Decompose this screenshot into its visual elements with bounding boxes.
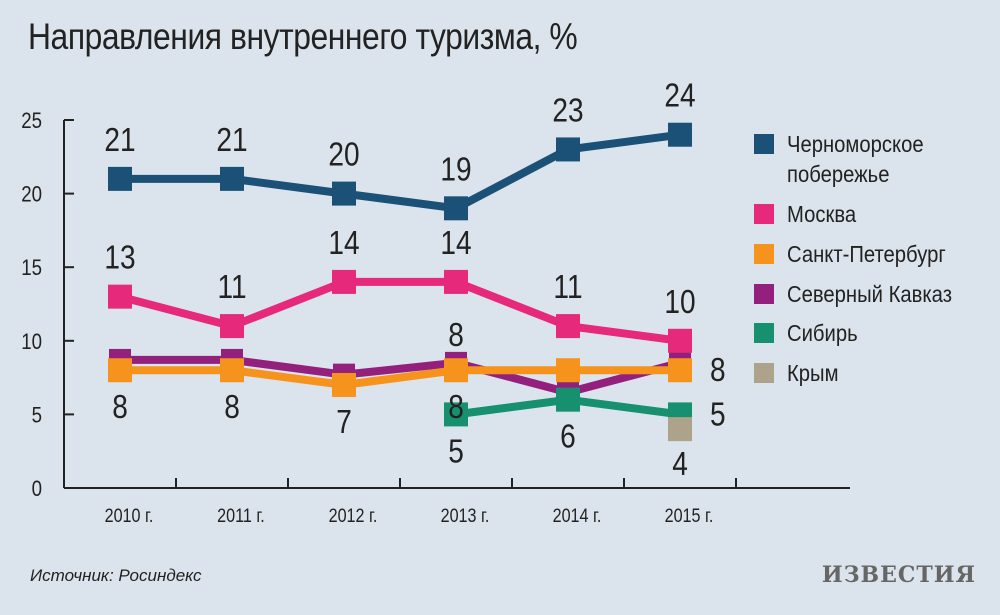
data-point: [220, 166, 244, 191]
data-point: [108, 284, 132, 309]
x-tick-label: 2013 г.: [441, 505, 490, 527]
series-line: [118, 277, 681, 345]
y-tick-label: 5: [32, 404, 42, 428]
series-line: [120, 130, 681, 213]
series-line: [120, 355, 682, 397]
data-point: [668, 358, 692, 383]
data-label: 8: [448, 317, 464, 354]
data-point: [444, 358, 468, 383]
legend: Черноморское побережье Москва Санкт-Петерб…: [754, 130, 994, 399]
legend-item: Черноморское побережье: [754, 130, 994, 190]
data-point: [668, 122, 692, 147]
data-label: 21: [216, 122, 247, 159]
legend-label: Северный Кавказ: [787, 280, 952, 307]
data-label: 6: [560, 419, 576, 456]
data-label: 11: [553, 269, 582, 306]
series-line: [120, 366, 680, 389]
data-label: 23: [552, 92, 583, 129]
y-tick-label: 15: [21, 257, 42, 281]
data-point: [556, 314, 580, 339]
data-label: 14: [440, 225, 471, 262]
data-label: 8: [448, 389, 464, 426]
legend-swatch: [754, 363, 774, 384]
data-label: 11: [217, 269, 246, 306]
data-label: 8: [224, 389, 240, 426]
legend-label: Санкт-Петербург: [787, 240, 946, 267]
data-point: [556, 387, 580, 412]
legend-item: Санкт-Петербург: [754, 240, 994, 270]
data-label: 24: [664, 78, 695, 115]
legend-label: Крым: [787, 360, 839, 387]
source-note: Источник: Росиндекс: [30, 566, 202, 585]
chart-title: Направления внутреннего туризма, %: [28, 16, 578, 57]
legend-swatch: [754, 243, 774, 264]
data-point: [556, 358, 580, 383]
data-label: 5: [710, 396, 726, 433]
y-tick-label: 25: [21, 110, 42, 134]
data-point: [108, 166, 132, 191]
legend-swatch: [754, 134, 774, 154]
data-point: [332, 372, 356, 397]
data-label: 8: [112, 389, 128, 426]
data-label: 5: [448, 433, 464, 470]
data-point: [444, 269, 468, 294]
legend-swatch: [754, 283, 774, 304]
x-tick-label: 2014 г.: [553, 505, 602, 527]
data-point: [556, 137, 580, 162]
data-label: 14: [328, 225, 359, 262]
data-point: [668, 417, 692, 442]
data-point: [108, 358, 132, 383]
y-tick-label: 0: [32, 478, 42, 502]
y-tick-label: 20: [21, 183, 42, 207]
legend-item: Крым: [754, 359, 994, 389]
legend-label: Черноморское побережье: [787, 131, 924, 187]
data-label: 20: [328, 137, 359, 174]
data-point: [220, 358, 244, 383]
data-point: [220, 314, 244, 339]
data-point: [668, 328, 692, 353]
data-label: 21: [104, 122, 135, 159]
y-tick-label: 10: [21, 330, 42, 354]
data-label: 4: [672, 446, 688, 483]
data-label: 19: [440, 151, 471, 188]
x-tick-label: 2015 г.: [665, 505, 714, 527]
legend-swatch: [754, 203, 774, 224]
data-point: [332, 269, 356, 294]
x-tick-label: 2010 г.: [105, 505, 154, 527]
publisher-logo: ИЗВЕСТИЯ: [821, 562, 976, 588]
data-point: [444, 402, 468, 427]
legend-label: Москва: [787, 200, 857, 227]
x-tick-label: 2012 г.: [329, 505, 378, 527]
legend-item: Москва: [754, 200, 994, 230]
data-label: 7: [336, 404, 352, 441]
data-point: [332, 181, 356, 206]
legend-label: Сибирь: [787, 320, 858, 347]
legend-item: Северный Кавказ: [754, 280, 994, 310]
data-point: [444, 196, 468, 221]
x-tick-label: 2011 г.: [217, 505, 265, 527]
data-label: 10: [664, 284, 695, 321]
data-label: 8: [710, 352, 726, 389]
legend-swatch: [754, 323, 774, 344]
data-label: 13: [104, 240, 135, 277]
legend-item: Сибирь: [754, 319, 994, 349]
